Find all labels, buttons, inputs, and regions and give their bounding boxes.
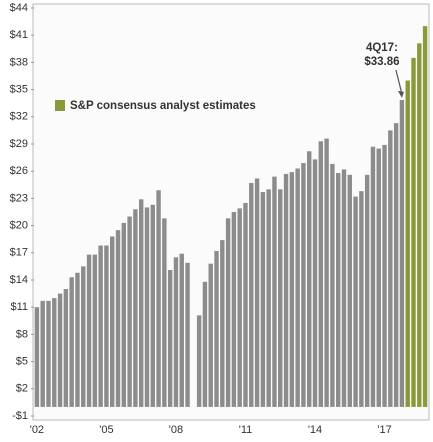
- legend-label: S&P consensus analyst estimates: [70, 100, 256, 112]
- bar: [92, 254, 98, 407]
- bar: [318, 141, 324, 407]
- bar: [231, 212, 237, 407]
- x-tick-label: '05: [99, 424, 113, 436]
- y-tick-label: $11: [10, 301, 28, 313]
- bar: [202, 281, 208, 407]
- bar: [63, 289, 69, 407]
- bar: [382, 144, 387, 407]
- bar: [370, 146, 376, 407]
- y-tick-label: $26: [10, 165, 28, 177]
- bar: [214, 250, 219, 407]
- bar: [52, 298, 57, 407]
- bar: [133, 209, 138, 407]
- bar: [46, 300, 51, 407]
- bar: [283, 173, 289, 407]
- bar: [405, 80, 410, 407]
- bar: [110, 236, 115, 407]
- bar: [185, 262, 190, 407]
- bar: [196, 315, 202, 407]
- bar: [278, 189, 283, 407]
- bar: [376, 148, 381, 407]
- bar: [121, 222, 127, 407]
- bar: [40, 300, 45, 407]
- y-tick-label: $17: [10, 247, 28, 259]
- bar: [144, 207, 150, 407]
- bar: [254, 178, 260, 407]
- bar: [266, 189, 271, 407]
- y-tick-label: $20: [10, 220, 28, 232]
- x-tick-label: '08: [169, 424, 183, 436]
- bar: [81, 266, 86, 407]
- y-tick-label: $44: [10, 2, 28, 14]
- annotation: 4Q17:: [366, 42, 398, 54]
- bar: [104, 245, 109, 407]
- legend-swatch: [55, 100, 65, 111]
- bar: [225, 218, 231, 407]
- y-tick-label: $38: [10, 56, 28, 68]
- bar: [330, 163, 335, 407]
- bar: [156, 190, 161, 407]
- bar: [167, 270, 173, 407]
- y-tick-label: $5: [16, 356, 28, 368]
- bar: [127, 216, 132, 407]
- bar: [359, 191, 364, 407]
- bar: [417, 43, 422, 407]
- bar: [399, 99, 405, 407]
- bar: [301, 163, 306, 407]
- y-tick-label: $41: [10, 29, 28, 41]
- bar: [353, 196, 358, 407]
- bar: [347, 174, 352, 407]
- bar: [260, 192, 266, 407]
- annotation-arrow: [395, 69, 403, 95]
- bar: [393, 123, 399, 407]
- bar: [173, 257, 179, 407]
- annotation-arrowhead: [397, 90, 404, 98]
- bar: [249, 182, 254, 407]
- annotation: $33.86: [364, 56, 399, 68]
- bar: [341, 169, 347, 407]
- bar: [289, 172, 295, 407]
- y-tick-label: $29: [10, 138, 28, 150]
- bar: [422, 26, 428, 407]
- bar: [34, 307, 40, 407]
- y-tick-label: -$1: [12, 410, 28, 422]
- bar: [307, 151, 312, 407]
- y-tick-label: $35: [10, 84, 28, 96]
- x-tick-label: '17: [377, 424, 391, 436]
- x-tick-label: '14: [308, 424, 322, 436]
- bar: [295, 168, 300, 407]
- bar: [388, 130, 393, 407]
- bar: [162, 218, 167, 407]
- x-tick-label: '11: [239, 424, 253, 436]
- y-tick-label: $14: [10, 274, 28, 286]
- bar: [220, 240, 225, 407]
- y-tick-label: $2: [16, 383, 28, 395]
- bar: [86, 254, 92, 407]
- bar: [237, 208, 242, 407]
- bar: [324, 138, 329, 407]
- bar: [98, 245, 103, 407]
- bar: [335, 173, 341, 407]
- bar: [272, 176, 277, 407]
- bar: [138, 199, 144, 407]
- bar: [243, 202, 248, 407]
- y-tick-label: $8: [16, 328, 28, 340]
- bar: [75, 272, 80, 407]
- bar: [179, 253, 184, 407]
- x-tick-label: '02: [30, 424, 44, 436]
- bar: [312, 159, 318, 407]
- bar: [69, 277, 74, 407]
- bar: [57, 293, 63, 407]
- bar: [411, 57, 416, 407]
- bar: [208, 263, 213, 407]
- bar: [364, 174, 370, 407]
- y-tick-label: $23: [10, 192, 28, 204]
- bar: [150, 204, 155, 407]
- bar: [115, 230, 121, 407]
- y-tick-label: $32: [10, 111, 28, 123]
